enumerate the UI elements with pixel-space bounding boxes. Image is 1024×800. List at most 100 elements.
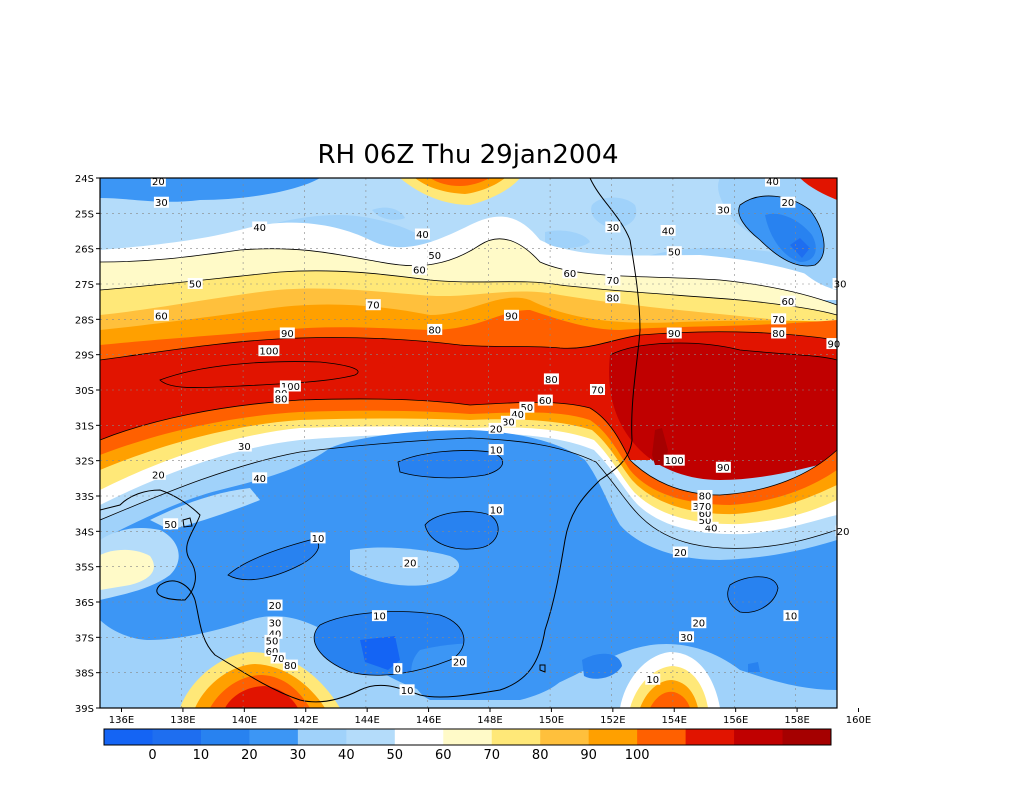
contour-label-bg: [252, 472, 268, 484]
contour-label-bg: [605, 221, 621, 233]
contour-label: 70: [591, 386, 604, 397]
contour-label: 40: [766, 177, 779, 188]
contour-label-bg: [605, 274, 621, 286]
contour-label: 20: [674, 548, 687, 559]
latitude-axis: 24S 25S 26S 27S 28S 29S 30S 31S 32S 33S 34S 35S 36S 3…: [75, 174, 100, 715]
contour-label-bg: [488, 504, 504, 516]
contour-label: 40: [511, 410, 524, 421]
contour-labels: 2030404050605060708090901001009080807060…: [150, 175, 851, 697]
contour-label: 80: [772, 329, 785, 340]
contour-label-bg: [835, 525, 851, 537]
contour-label-bg: [270, 652, 286, 664]
contour-label: 20: [453, 658, 466, 669]
contour-label: 40: [662, 227, 675, 238]
lon-label: 146E: [416, 715, 441, 726]
contour-label-bg: [163, 518, 179, 530]
lon-label: 140E: [232, 715, 257, 726]
contour-lines: [100, 195, 837, 676]
contour-label-bg: [771, 327, 787, 339]
contour-label: 80: [699, 492, 712, 503]
contour-label-bg: [510, 408, 526, 420]
lon-label: 142E: [293, 715, 318, 726]
contour-label: 10: [373, 612, 386, 623]
lon-label: 144E: [354, 715, 379, 726]
contour-label: 40: [253, 223, 266, 234]
contour-label: 10: [785, 612, 798, 623]
lon-label: 158E: [784, 715, 809, 726]
contour-label: 60: [266, 647, 279, 658]
contour-label: 10: [312, 534, 325, 545]
contour-label-bg: [427, 323, 443, 335]
contour-label-bg: [660, 225, 676, 236]
contour-label-bg: [697, 507, 713, 519]
gridlines: [100, 178, 837, 708]
contour-label: 100: [259, 347, 278, 358]
contour-label-bg: [150, 468, 166, 480]
lat-label: 24S: [75, 174, 94, 185]
contour-label-bg: [537, 394, 553, 406]
contour-label: 0: [395, 665, 401, 676]
contour-label: 80: [428, 325, 441, 336]
contour-label-bg: [252, 221, 268, 233]
contour-label: 50: [428, 251, 441, 262]
contour-label-bg: [264, 634, 280, 646]
contour-label: 60: [781, 297, 794, 308]
plot-frame: [99, 177, 838, 709]
contour-label: 10: [490, 506, 503, 517]
contour-label: 20: [490, 424, 503, 435]
contour-label: 40: [416, 230, 429, 241]
contour-label: 20: [269, 601, 282, 612]
contour-label-bg: [691, 617, 707, 629]
contour-label-bg: [562, 267, 578, 279]
contour-label-bg: [279, 380, 301, 392]
lon-label: 138E: [170, 715, 195, 726]
contour-label-bg: [310, 532, 326, 544]
contour-label-bg: [365, 299, 381, 311]
contour-label: 70: [772, 315, 785, 326]
contour-label-bg: [783, 610, 799, 622]
contour-label: 40: [253, 474, 266, 485]
contour-label-bg: [503, 309, 519, 321]
contour-label-bg: [645, 673, 661, 685]
contour-label: 30: [238, 442, 251, 453]
lat-label: 37S: [75, 633, 94, 644]
contour-label-bg: [236, 440, 252, 452]
contour-label-bg: [697, 514, 713, 526]
lat-label: 29S: [75, 351, 94, 362]
contour-label: 50: [520, 403, 533, 414]
contour-label: 30: [680, 633, 693, 644]
contour-label: 50: [668, 248, 681, 259]
lat-label: 28S: [75, 315, 94, 326]
contour-label: 20: [152, 470, 165, 481]
contour-label-bg: [832, 278, 848, 289]
lat-label: 38S: [75, 669, 94, 680]
coastline: [100, 178, 641, 703]
contour-label: 80: [545, 375, 558, 386]
contour-label: 60: [563, 269, 576, 280]
contour-label-bg: [371, 610, 387, 622]
contour-label-bg: [715, 203, 731, 215]
contour-label-bg: [414, 228, 430, 240]
contour-label: 50: [189, 280, 202, 291]
contour-label-bg: [282, 659, 298, 671]
contour-label: 20: [152, 177, 165, 188]
lat-label: 31S: [75, 421, 94, 432]
contour-label: 40: [705, 523, 718, 534]
contour-label: 60: [539, 396, 552, 407]
contour-label-bg: [427, 249, 443, 261]
contour-label: 30: [834, 280, 847, 291]
map-title: RH 06Z Thu 29jan2004: [317, 140, 619, 170]
contour-label: 60: [155, 311, 168, 322]
contour-label: 20: [781, 198, 794, 209]
contour-label-bg: [411, 263, 427, 275]
contour-label-bg: [666, 246, 682, 258]
contour-label: 90: [717, 463, 730, 474]
contour-label-bg: [715, 461, 731, 473]
contour-label-bg: [697, 490, 713, 501]
contour-label-bg: [488, 444, 504, 456]
longitude-axis: 136E 138E 140E 142E 144E 146E 148E 150E 152E 154E…: [109, 708, 871, 726]
contour-label: 50: [164, 520, 177, 531]
contour-label: 70: [272, 654, 285, 665]
lat-label: 36S: [75, 598, 94, 609]
lon-label: 152E: [600, 715, 625, 726]
